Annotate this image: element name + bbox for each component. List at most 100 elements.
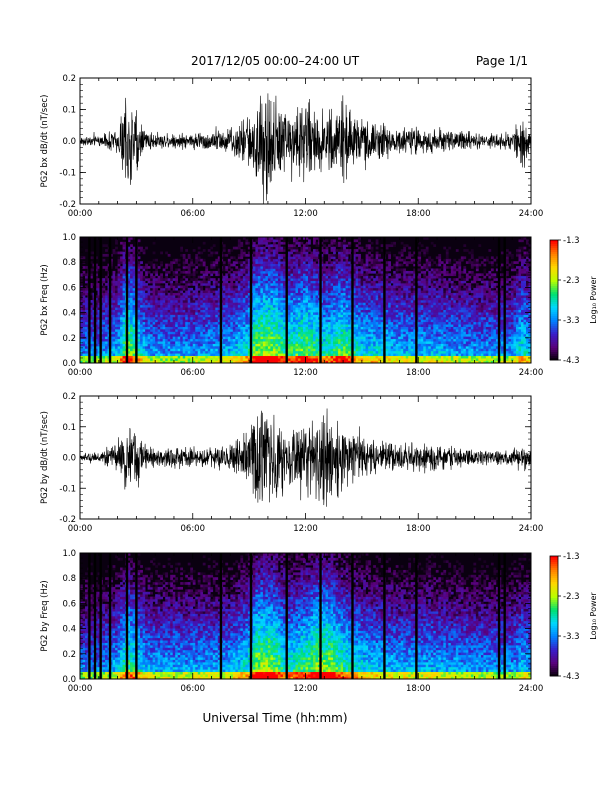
x-tick-label: 12:00 <box>293 684 318 694</box>
y-tick-label: 0.6 <box>62 599 76 609</box>
figure-title: 2017/12/05 00:00–24:00 UT <box>191 54 360 68</box>
data-gap-14 <box>503 237 506 363</box>
x-tick-label: 12:00 <box>293 368 318 378</box>
x-tick-label: 00:00 <box>68 524 93 534</box>
colorbar-tick-label: -2.3 <box>563 592 580 602</box>
data-gap-6 <box>219 237 223 363</box>
bx-dbdt-trace <box>80 93 531 204</box>
data-gap-11 <box>383 237 386 363</box>
x-tick-label: 06:00 <box>181 684 206 694</box>
y-tick-label: 0.2 <box>62 334 76 344</box>
by-spectrogram-y-axis-title: PG2 by Freq (Hz) <box>40 580 50 651</box>
y-tick-label: 0.0 <box>62 675 76 685</box>
data-gap-6 <box>219 553 223 679</box>
y-tick-label: 0.2 <box>62 650 76 660</box>
y-tick-label: 0.4 <box>62 309 76 319</box>
data-gap-10 <box>351 553 354 679</box>
colorbar-label: Log₁₀ Power <box>589 276 598 324</box>
y-tick-label: -0.2 <box>59 200 76 210</box>
colorbar-tick-label: -3.3 <box>563 316 580 326</box>
colorbar-tick-label: -1.3 <box>563 552 580 562</box>
y-tick-label: 0.4 <box>62 625 76 635</box>
y-tick-label: 1.0 <box>62 233 76 243</box>
colorbar-tick-label: -4.3 <box>563 672 580 682</box>
y-tick-label: 0.8 <box>62 258 76 268</box>
data-gap-1 <box>93 553 97 679</box>
y-tick-label: -0.2 <box>59 515 76 525</box>
data-gap-3 <box>108 237 112 363</box>
y-tick-label: 0.6 <box>62 283 76 293</box>
y-tick-label: -0.1 <box>59 484 76 494</box>
data-gap-3 <box>108 553 112 679</box>
colorbar-tick-label: -4.3 <box>563 356 580 366</box>
colorbar-frame <box>549 555 559 677</box>
x-tick-label: 00:00 <box>68 368 93 378</box>
data-gap-8 <box>285 553 288 679</box>
x-tick-label: 06:00 <box>181 209 206 219</box>
x-tick-label: 12:00 <box>293 209 318 219</box>
y-tick-label: 0.8 <box>62 574 76 584</box>
data-gap-12 <box>415 237 418 363</box>
by-dbdt-trace <box>80 408 531 507</box>
x-tick-label: 24:00 <box>519 209 544 219</box>
data-gap-1 <box>93 237 97 363</box>
y-tick-label: 0.0 <box>62 137 76 147</box>
y-tick-label: 1.0 <box>62 549 76 559</box>
data-gap-7 <box>249 237 253 363</box>
colorbar-tick-label: -2.3 <box>563 276 580 286</box>
data-gap-9 <box>319 237 322 363</box>
x-tick-label: 18:00 <box>406 524 431 534</box>
data-gap-5 <box>135 237 138 363</box>
x-tick-label: 06:00 <box>181 524 206 534</box>
data-gap-13 <box>497 237 501 363</box>
data-gap-10 <box>351 237 354 363</box>
x-tick-label: 24:00 <box>519 524 544 534</box>
colorbar-tick-label: -1.3 <box>563 236 580 246</box>
colorbar-tick-label: -3.3 <box>563 632 580 642</box>
bx-spectrogram-y-axis-title: PG2 bx Freq (Hz) <box>40 264 50 335</box>
bx-dbdt-y-axis-title: PG2 bx dB/dt (nT/sec) <box>40 95 50 188</box>
page-indicator: Page 1/1 <box>476 54 528 68</box>
by-spectrogram-panel: 00:00 06:00 12:00 18:00 24:00 1.0 0.8 0.6 0.4 0.2… <box>40 549 543 694</box>
x-tick-label: 18:00 <box>406 368 431 378</box>
x-tick-label: 18:00 <box>406 684 431 694</box>
x-tick-label: 06:00 <box>181 368 206 378</box>
y-tick-label: 0.1 <box>62 423 76 433</box>
by-spectrogram-cells <box>80 553 532 680</box>
by-dbdt-panel: 00:00 06:00 12:00 18:00 24:00 0.2 0.1 0.0 -0.1 -0… <box>40 392 543 534</box>
y-tick-label: 0.0 <box>62 359 76 369</box>
data-gap-0 <box>88 237 91 363</box>
y-tick-label: 0.2 <box>62 74 76 84</box>
x-tick-label: 24:00 <box>519 368 544 378</box>
colorbar-top: -1.3 -2.3 -3.3 -4.3 Log₁₀ Power <box>549 236 598 366</box>
data-gap-13 <box>497 553 501 679</box>
data-gap-5 <box>135 553 138 679</box>
x-tick-label: 00:00 <box>68 684 93 694</box>
x-tick-label: 12:00 <box>293 524 318 534</box>
data-gap-11 <box>383 553 386 679</box>
data-gap-12 <box>415 553 418 679</box>
bx-spectrogram-panel: 00:00 06:00 12:00 18:00 24:00 1.0 0.8 0.6 0.4 0.2… <box>40 233 543 378</box>
data-gap-14 <box>503 553 506 679</box>
colorbar-frame <box>549 239 559 361</box>
colorbar-bottom: -1.3 -2.3 -3.3 -4.3 Log₁₀ Power <box>549 552 598 682</box>
data-gap-8 <box>285 237 288 363</box>
data-gap-2 <box>99 553 102 679</box>
y-tick-label: 0.1 <box>62 106 76 116</box>
y-tick-label: 0.0 <box>62 454 76 464</box>
data-gap-4 <box>125 237 129 363</box>
x-axis-title: Universal Time (hh:mm) <box>202 711 347 725</box>
x-tick-label: 24:00 <box>519 684 544 694</box>
y-tick-label: -0.1 <box>59 169 76 179</box>
data-gap-2 <box>99 237 102 363</box>
data-gap-0 <box>88 553 91 679</box>
by-dbdt-y-axis-title: PG2 by dB/dt (nT/sec) <box>40 411 50 504</box>
x-tick-label: 18:00 <box>406 209 431 219</box>
bx-dbdt-panel: 00:00 06:00 12:00 18:00 24:00 0.2 0.1 0.0 -0.1 -0… <box>40 74 543 219</box>
colorbar-label: Log₁₀ Power <box>589 592 598 640</box>
data-gap-7 <box>249 553 253 679</box>
x-tick-label: 00:00 <box>68 209 93 219</box>
data-gap-4 <box>125 553 129 679</box>
data-gap-9 <box>319 553 322 679</box>
